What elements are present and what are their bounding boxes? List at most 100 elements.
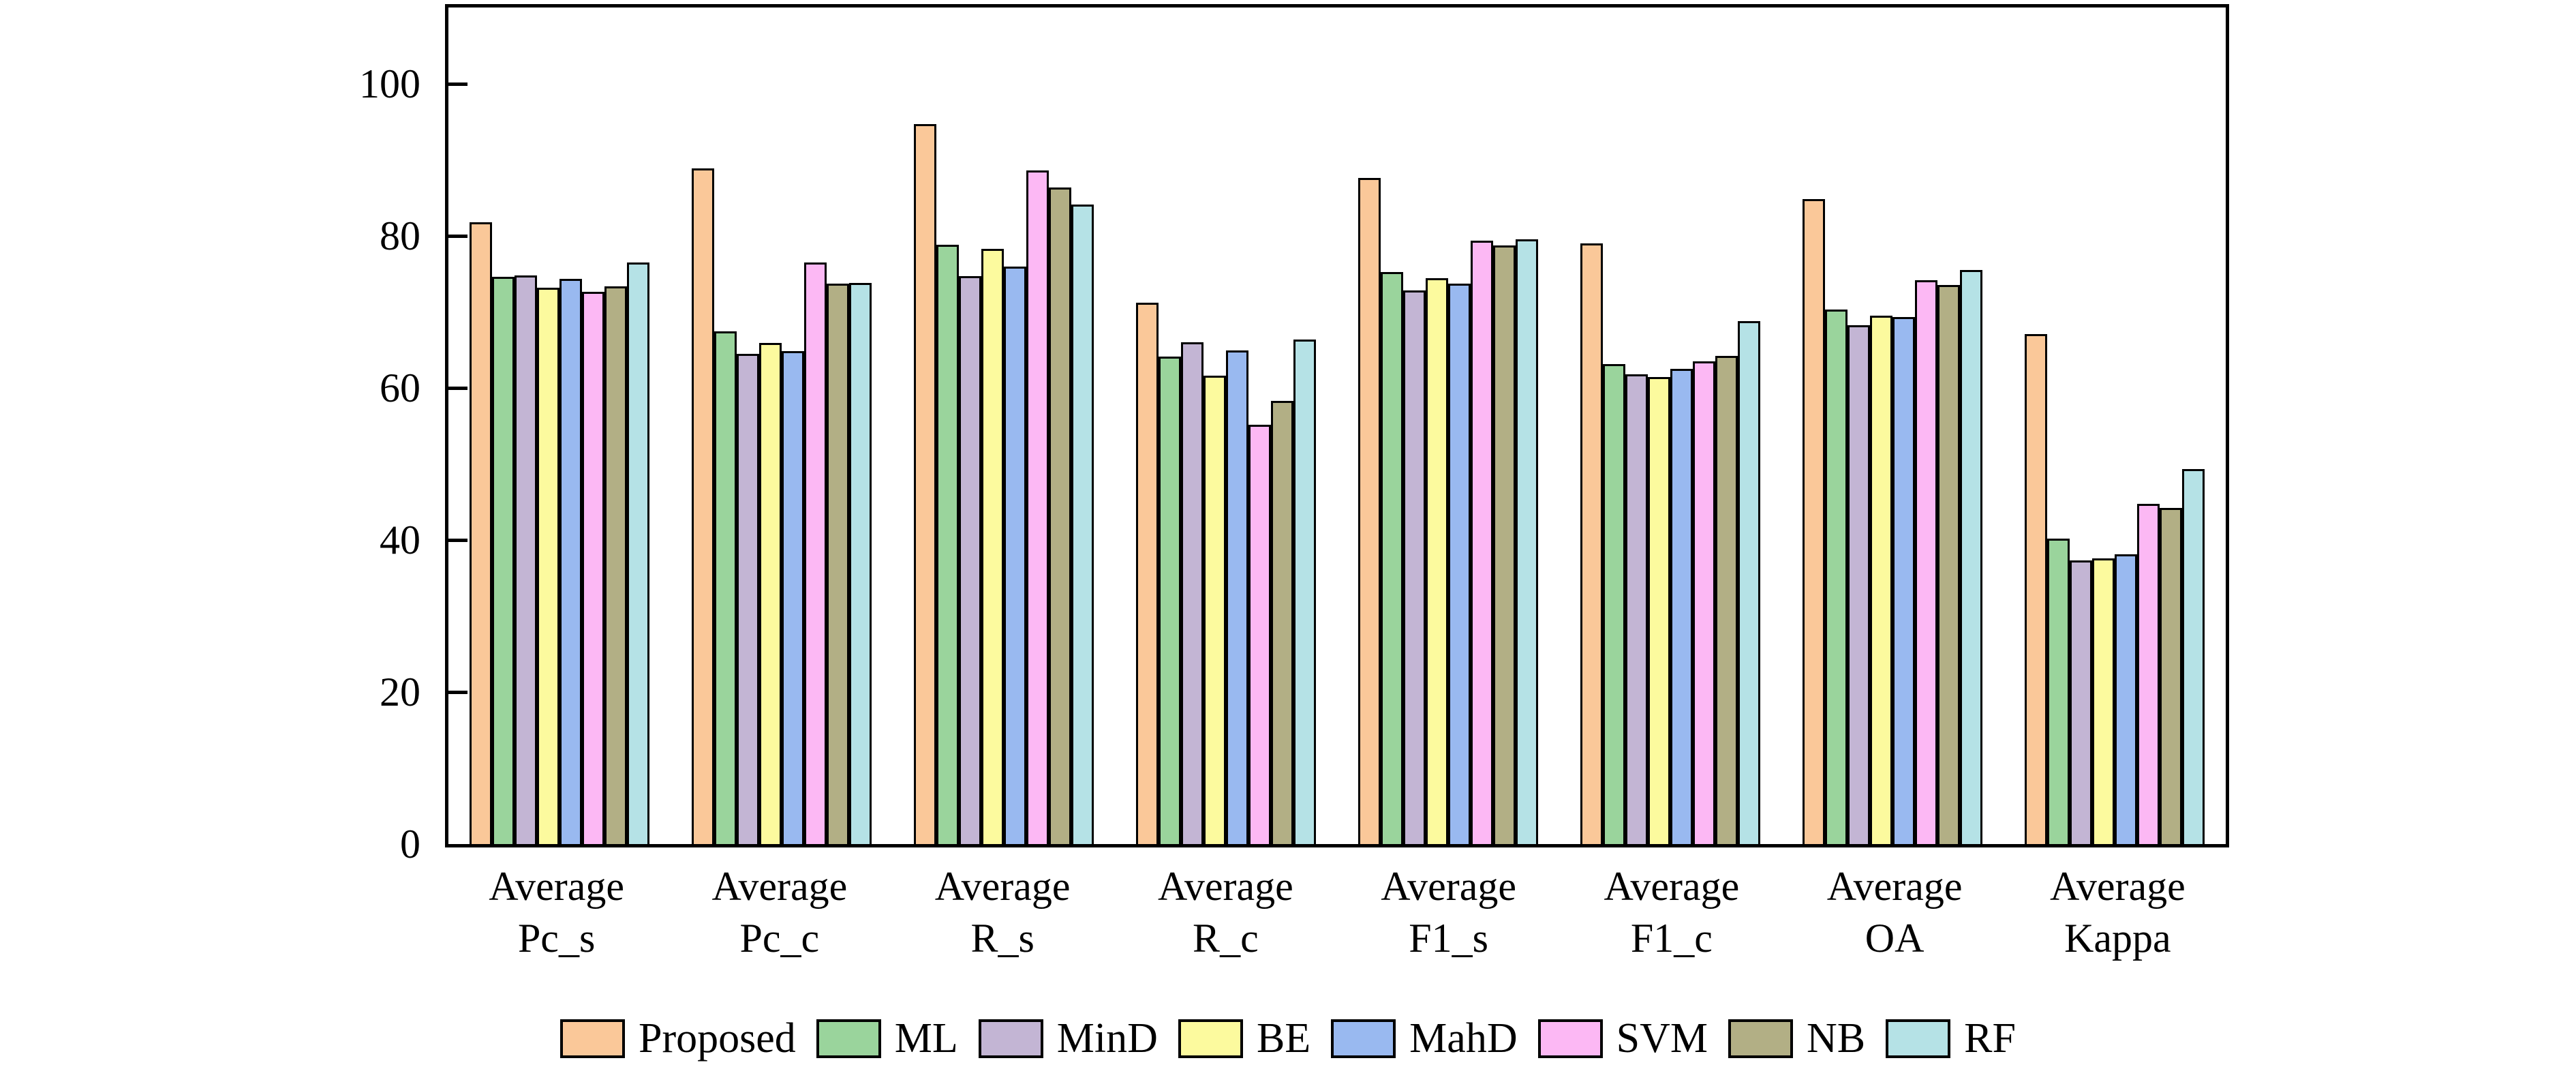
bar-nb [1493, 245, 1516, 844]
x-axis-category-labels: Average Pc_s Average Pc_c Average R_s Avera… [445, 860, 2229, 964]
legend-swatch-mahd [1331, 1019, 1396, 1058]
legend-swatch-proposed [560, 1019, 626, 1058]
bar-proposed [1136, 302, 1159, 844]
plot-area [445, 4, 2229, 847]
bar-ml [936, 245, 959, 844]
legend-item-rf: RF [1886, 1015, 2016, 1062]
legend-item-svm: SVM [1537, 1015, 1708, 1062]
bar-mahd [1004, 267, 1026, 844]
x-category-label: Average F1_s [1381, 864, 1516, 961]
legend-swatch-mind [978, 1019, 1043, 1058]
y-tick-label: 0 [400, 822, 420, 867]
bar-be [1426, 278, 1448, 844]
bar-nb [827, 283, 849, 844]
y-tick-mark [448, 234, 467, 238]
bar-rf [1738, 320, 1760, 844]
bar-ml [492, 276, 515, 844]
legend-label: ML [894, 1015, 958, 1062]
bar-be [759, 342, 782, 844]
legend-swatch-rf [1886, 1019, 1951, 1058]
bar-mahd [1448, 283, 1471, 844]
bar-group-average-pc_c [671, 7, 893, 844]
bar-mind [959, 275, 981, 844]
bar-svm [2137, 504, 2160, 844]
legend-label: MinD [1056, 1015, 1158, 1062]
legend-swatch-be [1178, 1019, 1243, 1058]
x-category-label: Average Pc_s [489, 864, 624, 961]
legend-label: BE [1256, 1015, 1311, 1062]
bar-proposed [2025, 333, 2047, 844]
bar-nb [1271, 400, 1293, 844]
y-tick-mark [448, 82, 467, 86]
bar-group-average-oa [1781, 7, 2004, 844]
bar-rf [1516, 239, 1538, 844]
chart-legend: Proposed ML MinD BE MahD SVM NB RF [0, 1008, 2576, 1067]
legend-swatch-ml [816, 1019, 881, 1058]
y-tick-mark [448, 690, 467, 694]
legend-item-mind: MinD [978, 1015, 1158, 1062]
x-category-label: Average F1_c [1604, 864, 1740, 961]
bar-be [537, 287, 559, 844]
bar-mind [1181, 342, 1203, 844]
legend-item-mahd: MahD [1331, 1015, 1518, 1062]
bar-proposed [470, 222, 492, 844]
bar-rf [2182, 469, 2205, 844]
bar-svm [1248, 425, 1271, 844]
legend-label: NB [1806, 1015, 1866, 1062]
x-category-label: Average R_s [934, 864, 1071, 961]
bar-nb [2160, 507, 2182, 844]
x-category-label: Average Pc_c [711, 864, 848, 961]
bar-group-average-f1_c [1559, 7, 1781, 844]
bar-be [981, 248, 1004, 844]
legend-label: Proposed [639, 1015, 796, 1062]
bar-rf [849, 282, 872, 844]
bar-mahd [1670, 368, 1693, 844]
bar-proposed [1358, 177, 1381, 844]
bar-mind [737, 353, 759, 844]
legend-item-proposed: Proposed [560, 1015, 796, 1062]
bar-ml [1603, 364, 1625, 844]
bar-mind [1847, 325, 1870, 844]
bar-proposed [1580, 243, 1603, 844]
x-category-label: Average Kappa [2050, 864, 2186, 961]
bar-svm [1915, 280, 1937, 844]
legend-label: MahD [1409, 1015, 1518, 1062]
bar-svm [804, 262, 827, 844]
bar-nb [1937, 285, 1960, 844]
bar-be [2092, 558, 2115, 844]
y-tick-label: 80 [380, 213, 420, 258]
bar-ml [1381, 272, 1403, 844]
bar-mind [1625, 374, 1648, 844]
y-tick-mark [448, 538, 467, 542]
bar-mahd [2115, 554, 2137, 844]
y-tick-label: 40 [380, 517, 420, 562]
bar-proposed [1803, 199, 1825, 844]
bar-proposed [692, 168, 714, 844]
bar-ml [714, 331, 737, 844]
bar-be [1203, 375, 1226, 844]
bar-svm [1693, 361, 1715, 844]
x-category-label: Average R_c [1158, 864, 1293, 961]
bar-mahd [1226, 350, 1248, 844]
bar-nb [604, 286, 627, 844]
legend-swatch-svm [1537, 1019, 1603, 1058]
bar-proposed [914, 123, 936, 844]
y-tick-label: 100 [359, 61, 420, 106]
bar-group-average-kappa [2004, 7, 2226, 844]
x-category-label: Average OA [1826, 864, 1963, 961]
bar-mahd [782, 351, 804, 844]
legend-item-be: BE [1178, 1015, 1310, 1062]
legend-label: SVM [1616, 1015, 1708, 1062]
legend-item-nb: NB [1728, 1015, 1865, 1062]
bar-ml [1159, 357, 1181, 844]
bar-rf [1960, 269, 1982, 844]
bar-mind [515, 275, 537, 844]
y-axis-tick-labels: 0 20 40 60 80 100 [0, 4, 431, 867]
bar-be [1648, 377, 1670, 844]
bar-group-average-r_c [1115, 7, 1337, 844]
bars-container [448, 7, 2226, 844]
bar-mahd [559, 279, 582, 844]
legend-label: RF [1964, 1015, 2016, 1062]
bar-nb [1715, 355, 1738, 844]
